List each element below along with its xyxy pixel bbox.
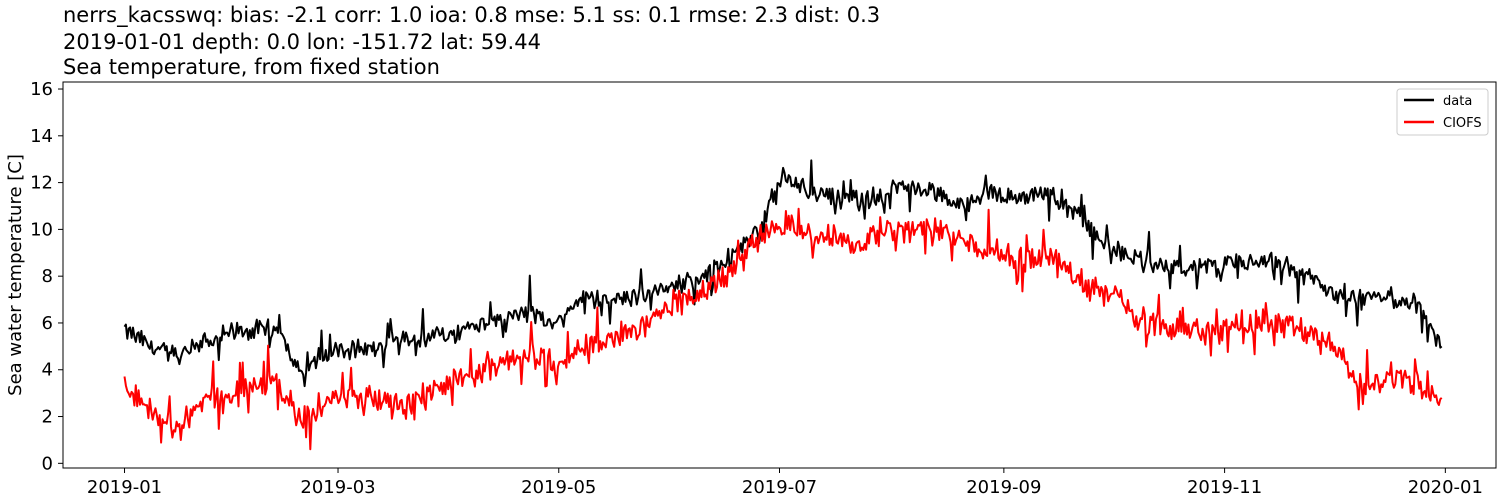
- y-tick-label-3: 6: [42, 313, 53, 334]
- legend-label-ciofs: CIOFS: [1443, 116, 1482, 131]
- y-axis-ticks: 0 2 4 6 8 10 12 14 16: [30, 79, 63, 474]
- y-tick-label-4: 8: [42, 266, 53, 287]
- y-tick-label-2: 4: [42, 360, 53, 381]
- series-line-ciofs: [123, 207, 1443, 451]
- y-tick-label-1: 2: [42, 407, 53, 428]
- x-tick-label-3: 2019-07: [742, 477, 817, 498]
- x-tick-label-5: 2019-11: [1187, 477, 1262, 498]
- chart-title: nerrs_kacsswq: bias: -2.1 corr: 1.0 ioa:…: [63, 3, 881, 27]
- y-tick-label-6: 12: [30, 173, 53, 194]
- y-axis-label: Sea water temperature [C]: [5, 154, 26, 396]
- x-tick-label-4: 2019-09: [966, 477, 1041, 498]
- x-tick-label-1: 2019-03: [300, 477, 375, 498]
- y-tick-label-8: 16: [30, 79, 53, 100]
- y-tick-label-5: 10: [30, 219, 53, 240]
- legend-label-data: data: [1443, 94, 1472, 109]
- legend: data CIOFS: [1396, 88, 1489, 136]
- x-tick-label-0: 2019-01: [87, 477, 162, 498]
- x-axis-ticks: 2019-01 2019-03 2019-05 2019-07 2019-09 2019-…: [87, 468, 1483, 498]
- chart-subtitle-location: 2019-01-01 depth: 0.0 lon: -151.72 lat: …: [63, 30, 541, 54]
- x-tick-label-2: 2019-05: [521, 477, 596, 498]
- y-tick-label-7: 14: [30, 126, 53, 147]
- x-tick-label-6: 2020-01: [1408, 477, 1483, 498]
- series-line-data: [123, 159, 1443, 388]
- y-tick-label-0: 0: [42, 453, 53, 474]
- chart-subtitle-variable: Sea temperature, from fixed station: [63, 55, 440, 79]
- series-layer: [123, 159, 1443, 451]
